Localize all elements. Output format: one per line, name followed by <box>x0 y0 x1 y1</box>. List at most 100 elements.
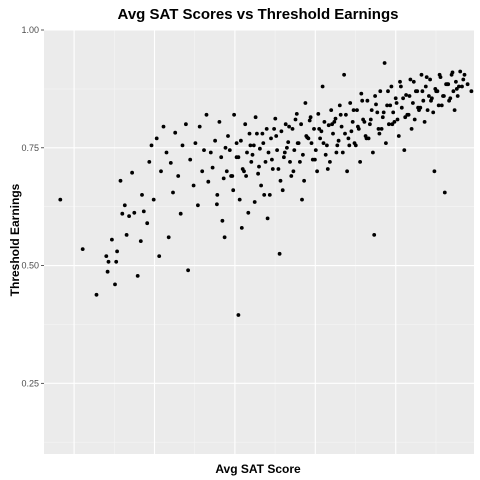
data-point <box>295 141 300 146</box>
data-point <box>290 126 295 131</box>
data-point <box>122 203 127 208</box>
data-point <box>261 141 266 146</box>
data-point <box>184 122 188 127</box>
y-tick-label: 0.75 <box>21 143 39 153</box>
data-point <box>242 169 246 174</box>
data-point <box>250 152 255 157</box>
data-point <box>80 247 85 252</box>
data-point <box>340 150 345 155</box>
data-point <box>196 203 200 208</box>
data-point <box>106 259 111 264</box>
data-point <box>424 75 429 79</box>
data-point <box>188 157 193 162</box>
data-point <box>454 87 459 91</box>
data-point <box>442 190 447 195</box>
data-point <box>407 94 412 98</box>
data-point <box>350 120 355 124</box>
data-point <box>329 108 334 112</box>
data-point <box>127 214 131 219</box>
data-point <box>301 152 305 157</box>
data-point <box>154 136 159 141</box>
data-point <box>246 210 251 215</box>
data-point <box>283 122 288 127</box>
data-point <box>270 157 274 162</box>
data-point <box>215 193 220 197</box>
data-point <box>460 84 464 89</box>
data-point <box>138 239 143 244</box>
data-point <box>337 103 342 108</box>
data-point <box>204 112 209 117</box>
data-point <box>130 170 135 175</box>
data-point <box>331 131 335 136</box>
data-point <box>427 94 431 98</box>
data-point <box>161 124 166 129</box>
data-point <box>325 143 329 148</box>
data-point <box>328 160 332 164</box>
data-point <box>396 134 401 138</box>
plot-panel <box>44 30 474 454</box>
data-point <box>260 131 265 136</box>
y-tick-label: 1.00 <box>21 25 39 35</box>
data-point <box>448 96 453 101</box>
data-point <box>462 72 467 77</box>
chart-title: Avg SAT Scores vs Threshold Earnings <box>118 6 399 23</box>
data-point <box>316 112 321 116</box>
data-point <box>428 77 432 82</box>
data-point <box>298 160 302 164</box>
data-point <box>359 91 364 96</box>
data-point <box>132 210 137 215</box>
data-point <box>393 96 398 101</box>
data-point <box>411 101 415 105</box>
data-point <box>279 129 284 134</box>
data-point <box>255 131 259 136</box>
data-point <box>227 148 232 153</box>
data-point <box>358 160 362 164</box>
data-point <box>282 150 287 155</box>
data-point <box>345 169 349 174</box>
data-point <box>104 254 109 258</box>
data-point <box>202 148 206 153</box>
data-point <box>159 169 163 174</box>
data-point <box>140 193 144 197</box>
data-point <box>213 138 218 143</box>
data-point <box>360 98 365 103</box>
data-point <box>374 102 378 107</box>
data-point <box>178 211 183 216</box>
data-point <box>224 169 229 174</box>
data-point <box>439 103 444 108</box>
data-point <box>458 69 463 74</box>
data-point <box>411 79 416 84</box>
data-point <box>368 122 372 127</box>
data-point <box>433 87 438 91</box>
data-point <box>431 110 436 115</box>
data-point <box>432 169 437 174</box>
data-point <box>419 72 424 77</box>
data-point <box>461 77 466 82</box>
data-point <box>442 94 446 98</box>
data-point <box>291 169 296 174</box>
data-point <box>414 89 418 94</box>
data-point <box>247 131 252 136</box>
data-point <box>398 79 402 84</box>
y-tick-label: 0.25 <box>21 378 39 388</box>
data-point <box>368 117 373 122</box>
data-point <box>349 129 354 134</box>
data-point <box>403 115 408 120</box>
data-point <box>465 82 470 87</box>
data-point <box>147 160 152 164</box>
data-point <box>229 174 234 178</box>
data-point <box>206 179 211 184</box>
data-point <box>308 115 313 120</box>
x-axis-title: Avg SAT Score <box>215 462 301 476</box>
data-point <box>272 126 276 131</box>
data-point <box>266 150 271 155</box>
data-point <box>245 150 249 155</box>
data-point <box>249 160 254 164</box>
data-point <box>293 117 298 122</box>
data-point <box>217 120 222 124</box>
data-point <box>236 155 241 160</box>
data-point <box>221 176 226 181</box>
data-point <box>351 108 356 112</box>
data-point <box>208 150 213 155</box>
data-point <box>118 178 123 183</box>
